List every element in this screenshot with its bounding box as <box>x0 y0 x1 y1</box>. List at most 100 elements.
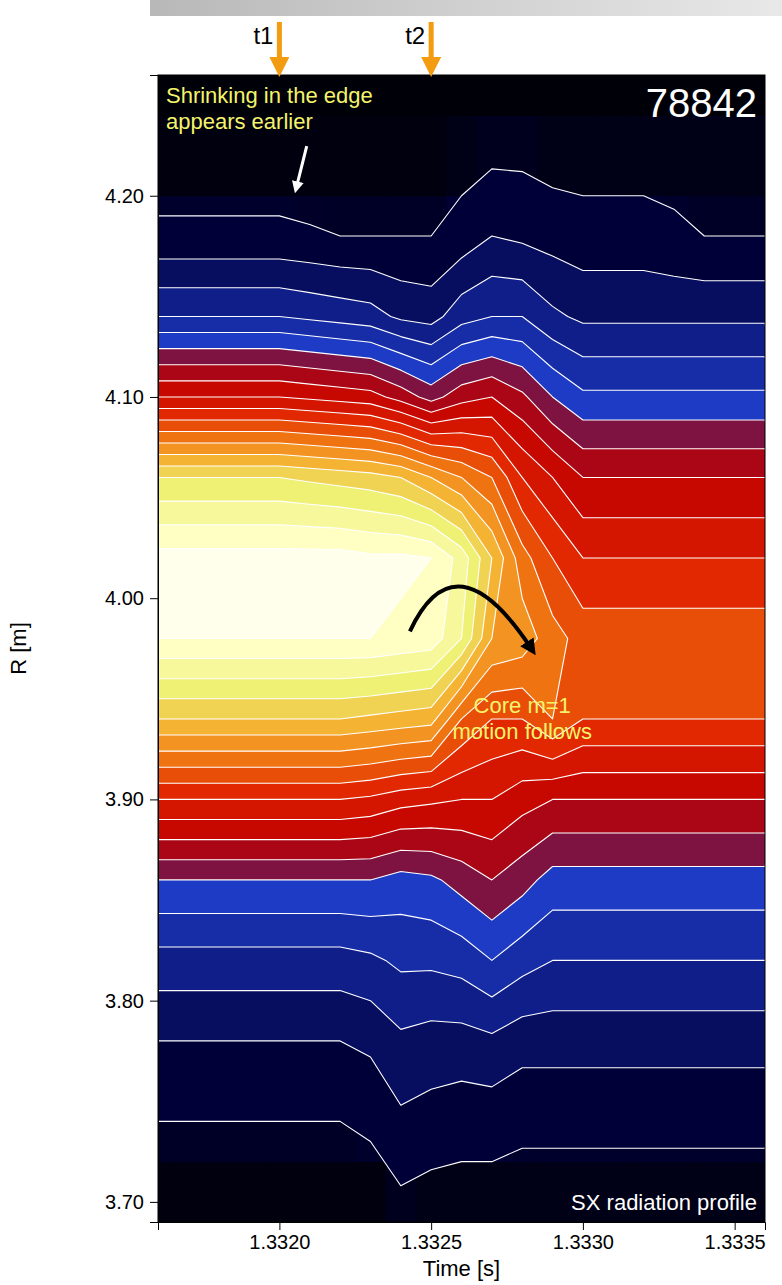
heatmap-cell <box>568 75 599 116</box>
x-tick-mark <box>431 1222 432 1230</box>
heatmap-cell <box>386 115 417 196</box>
heatmap-cell <box>507 75 538 116</box>
contour-line <box>158 365 765 880</box>
heatmap-cell <box>477 1162 508 1222</box>
x-tick-mark <box>735 1222 736 1230</box>
contour-line <box>158 349 765 920</box>
x-tick-mark <box>583 1222 584 1230</box>
heatmap-cell <box>158 1162 174 1222</box>
contour-line <box>158 420 765 783</box>
heatmap-cell <box>446 115 477 196</box>
contour-band <box>158 381 765 840</box>
contour-line <box>158 397 765 820</box>
heatmap-cell <box>325 115 356 196</box>
contour-band <box>158 548 431 638</box>
heatmap-cell <box>446 1162 477 1222</box>
heatmap-cell <box>355 1162 386 1222</box>
heatmap-cell <box>234 1162 265 1222</box>
contour-band <box>158 169 765 1186</box>
y-tick-mark <box>150 799 158 800</box>
contour-band <box>158 525 453 659</box>
y-tick: 3.80 <box>105 990 158 1012</box>
contour-line <box>158 333 765 961</box>
contour-line <box>158 276 765 1033</box>
text-line: Core m=1 <box>474 693 571 718</box>
y-tick-label: 4.00 <box>105 587 144 609</box>
heatmap-cell <box>173 1162 204 1222</box>
contour-band <box>158 408 765 799</box>
contour-line <box>158 316 765 997</box>
contour-band <box>158 420 765 783</box>
heatmap-cell <box>264 1162 295 1222</box>
heatmap-cell <box>568 115 599 196</box>
plot-frame <box>158 75 765 1222</box>
x-tick: 1.3320 <box>249 1222 310 1253</box>
heatmap-cell <box>628 115 659 196</box>
heatmap-cell <box>295 1162 326 1222</box>
x-axis: 1.3320 1.3325 1.3330 1.3335 <box>159 1222 766 1253</box>
heatmap-cell <box>719 115 750 196</box>
contour-band <box>158 397 765 820</box>
contour-line <box>158 408 765 799</box>
heatmap-cell <box>355 115 386 196</box>
contour-lines <box>158 169 765 1186</box>
heatmap-cell <box>386 75 417 116</box>
contour-band <box>158 349 765 920</box>
y-tick: 3.90 <box>105 788 158 810</box>
contour-band <box>158 333 765 961</box>
x-tick-mark <box>279 1222 280 1230</box>
y-tick-mark <box>150 1001 158 1002</box>
contour-line <box>158 477 480 698</box>
x-tick: 1.3325 <box>401 1222 462 1253</box>
y-tick-label: 4.10 <box>105 386 144 408</box>
heatmap-cell <box>537 1162 568 1222</box>
contour-line <box>158 525 453 659</box>
annotation: SX radiation profile <box>571 1190 757 1215</box>
x-tick-label: 1.3330 <box>553 1231 614 1253</box>
header-band <box>150 0 782 16</box>
y-tick: 4.10 <box>105 386 158 408</box>
chart-svg: 3.703.803.904.004.104.201.33201.33251.33… <box>0 0 782 1285</box>
heatmap-cell <box>446 75 477 116</box>
heatmap-cell <box>659 115 690 196</box>
time-marker-arrow <box>277 22 282 67</box>
y-tick-mark <box>150 196 158 197</box>
x-tick-label: 1.3320 <box>249 1231 310 1253</box>
contour-band <box>158 236 765 1105</box>
motion-arrow <box>410 587 531 649</box>
contour-band <box>158 316 765 997</box>
heatmap-cell <box>416 115 447 196</box>
heatmap-cell <box>598 115 629 196</box>
x-tick-label: 1.3325 <box>401 1231 462 1253</box>
chart-container: 3.703.803.904.004.104.201.33201.33251.33… <box>0 0 782 1285</box>
contour-band <box>158 501 469 679</box>
annotation-arrow <box>296 146 306 187</box>
x-axis-title: Time [s] <box>423 1256 500 1281</box>
contour-line <box>158 548 431 638</box>
heatmap-cell <box>750 115 765 196</box>
y-tick: 4.00 <box>105 587 158 609</box>
y-axis-title: R [m] <box>6 622 31 675</box>
y-tick-mark <box>150 598 158 599</box>
text-line: motion follows <box>453 719 592 744</box>
contour-fills <box>158 169 765 1186</box>
annotation: Core m=1motion follows <box>453 693 592 744</box>
y-tick-label: 3.70 <box>105 1191 144 1213</box>
x-tick: 1.3335 <box>705 1222 766 1253</box>
contour-line <box>158 236 765 1105</box>
heatmap-cell <box>598 75 629 116</box>
y-tick: 3.70 <box>105 1191 158 1213</box>
heatmap-cell <box>507 1162 538 1222</box>
x-tick-label: 1.3335 <box>705 1231 766 1253</box>
contour-band <box>158 276 765 1033</box>
heatmap-cell <box>416 75 447 116</box>
heatmap-cell <box>537 75 568 116</box>
y-tick-label: 3.90 <box>105 788 144 810</box>
heatmap-cell <box>204 1162 235 1222</box>
contour-band <box>158 365 765 880</box>
y-tick-mark <box>150 1202 158 1203</box>
time-marker-label: t2 <box>405 22 425 49</box>
heatmap-cells <box>158 75 765 1222</box>
y-tick-label: 3.80 <box>105 990 144 1012</box>
contour-line <box>158 381 765 840</box>
